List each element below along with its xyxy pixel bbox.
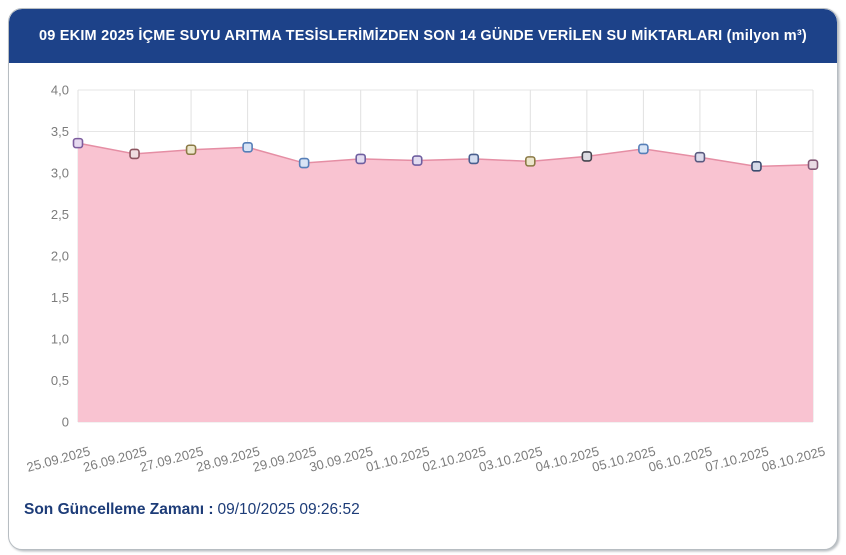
water-supply-chart-panel: 09 EKIM 2025 İÇME SUYU ARITMA TESİSLERİM… bbox=[8, 8, 838, 550]
x-axis-tick-label: 02.10.2025 bbox=[421, 443, 488, 474]
x-axis-tick-label: 08.10.2025 bbox=[760, 443, 827, 474]
x-axis-tick-label: 26.09.2025 bbox=[82, 443, 149, 474]
chart-title-bar: 09 EKIM 2025 İÇME SUYU ARITMA TESİSLERİM… bbox=[9, 9, 837, 63]
x-axis-tick-label: 05.10.2025 bbox=[590, 443, 657, 474]
y-axis-tick-label: 2,5 bbox=[51, 207, 69, 222]
last-update-row: Son Güncelleme Zamanı :09/10/2025 09:26:… bbox=[9, 501, 837, 519]
y-axis-tick-label: 4,0 bbox=[51, 83, 69, 98]
data-point-marker[interactable] bbox=[411, 155, 423, 166]
x-axis-tick-label: 25.09.2025 bbox=[25, 443, 92, 474]
data-point-marker[interactable] bbox=[525, 156, 536, 167]
y-axis-tick-label: 2,0 bbox=[51, 249, 69, 264]
data-point-marker[interactable] bbox=[129, 148, 140, 160]
y-axis-tick-label: 3,5 bbox=[51, 124, 69, 139]
data-point-marker[interactable] bbox=[694, 151, 706, 163]
x-axis-tick-label: 07.10.2025 bbox=[703, 443, 770, 474]
series-line bbox=[77, 142, 814, 168]
x-axis-tick-label: 29.09.2025 bbox=[251, 443, 318, 474]
data-point-marker[interactable] bbox=[581, 151, 593, 162]
data-point-marker[interactable] bbox=[185, 144, 197, 156]
y-axis-tick-label: 3,0 bbox=[51, 166, 69, 181]
last-update-label: Son Güncelleme Zamanı : bbox=[24, 501, 214, 518]
x-axis-tick-label: 06.10.2025 bbox=[647, 443, 714, 474]
x-axis-tick-label: 28.09.2025 bbox=[195, 443, 262, 474]
x-axis-tick-label: 04.10.2025 bbox=[534, 443, 601, 474]
y-axis-tick-label: 0,5 bbox=[51, 373, 69, 388]
data-point-marker[interactable] bbox=[638, 143, 649, 155]
series-area-fill bbox=[78, 143, 813, 422]
data-point-marker[interactable] bbox=[468, 153, 480, 165]
x-axis-tick-label: 01.10.2025 bbox=[364, 443, 431, 474]
data-point-marker[interactable] bbox=[72, 137, 84, 149]
data-point-marker[interactable] bbox=[242, 141, 253, 153]
data-point-marker[interactable] bbox=[751, 161, 762, 172]
area-chart: 4,0 3,5 3,0 2,5 2,0 1,5 1,0 0,5 0 25.09.202526.09… bbox=[25, 83, 827, 475]
x-axis-tick-label: 27.09.2025 bbox=[138, 443, 205, 474]
data-point-marker[interactable] bbox=[807, 159, 819, 170]
data-point-marker[interactable] bbox=[298, 157, 310, 169]
chart-area: 4,0 3,5 3,0 2,5 2,0 1,5 1,0 0,5 0 25.09.2025 26.09… bbox=[9, 63, 837, 491]
y-axis-tick-label: 1,5 bbox=[51, 290, 69, 305]
x-axis-tick-label: 03.10.2025 bbox=[477, 443, 544, 474]
data-point-marker[interactable] bbox=[355, 153, 366, 165]
chart-title: 09 EKIM 2025 İÇME SUYU ARITMA TESİSLERİM… bbox=[39, 28, 807, 44]
last-update-value: 09/10/2025 09:26:52 bbox=[217, 501, 360, 518]
y-axis-tick-label: 1,0 bbox=[51, 332, 69, 347]
x-axis-tick-label: 30.09.2025 bbox=[308, 443, 375, 474]
y-axis-tick-label: 0 bbox=[62, 415, 69, 430]
